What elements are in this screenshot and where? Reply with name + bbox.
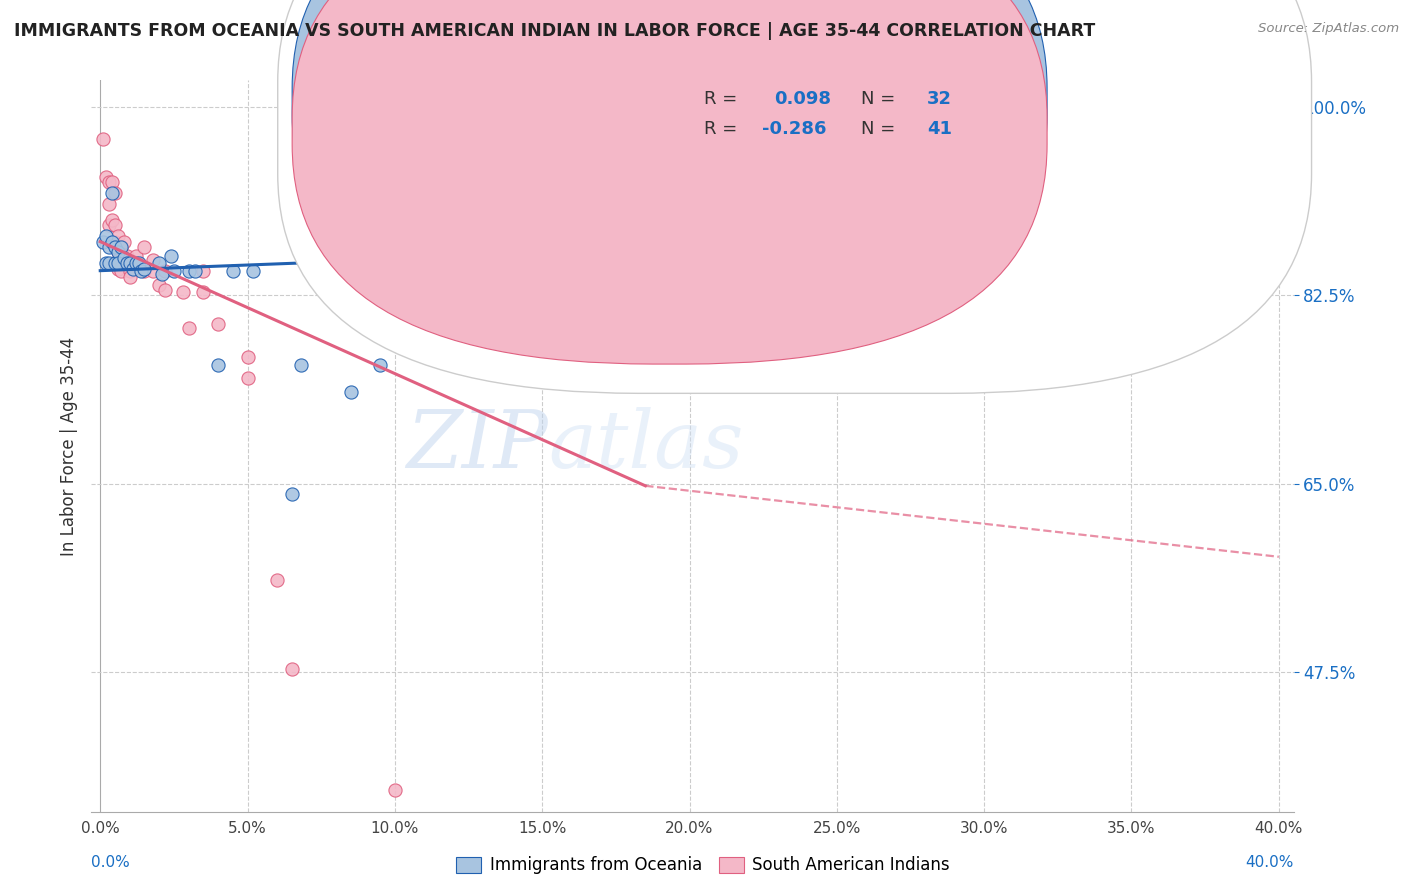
Point (177, 263, 200, 277)
Point (177, 320, 200, 334)
Text: 41: 41 (927, 120, 952, 137)
Point (134, 261, 156, 276)
Point (384, 783, 406, 797)
Point (110, 240, 132, 254)
Point (110, 263, 132, 277)
Point (193, 263, 215, 277)
Point (112, 235, 135, 249)
Point (98, 256, 121, 270)
Text: R =: R = (704, 120, 744, 137)
Point (207, 318, 229, 332)
Point (110, 249, 132, 263)
Point (172, 285, 194, 300)
Point (207, 359, 229, 373)
Text: 0.098: 0.098 (775, 90, 831, 108)
Point (101, 213, 124, 227)
Point (131, 263, 153, 277)
Point (107, 245, 129, 260)
Point (163, 263, 186, 277)
Point (124, 249, 146, 263)
Point (94, 229, 117, 244)
Point (98, 197, 121, 211)
Point (153, 263, 176, 277)
Point (107, 256, 129, 270)
Point (118, 270, 141, 285)
Point (104, 186, 127, 201)
Point (112, 251, 135, 265)
Point (91, 132, 114, 146)
Text: -0.286: -0.286 (762, 120, 827, 137)
Point (368, 359, 391, 373)
Point (242, 263, 264, 277)
Point (128, 256, 150, 270)
Point (107, 245, 129, 260)
Point (142, 252, 165, 267)
Point (153, 283, 176, 297)
Point (160, 249, 183, 263)
Point (280, 487, 302, 501)
Point (148, 277, 170, 292)
Point (134, 263, 156, 277)
Point (104, 256, 127, 270)
Point (142, 263, 165, 277)
Point (118, 256, 141, 270)
Point (101, 235, 124, 249)
Point (98, 219, 121, 233)
Point (134, 240, 156, 254)
Point (110, 240, 132, 254)
Point (124, 256, 146, 270)
Legend: Immigrants from Oceania, South American Indians: Immigrants from Oceania, South American … (451, 851, 955, 880)
Point (280, 662, 302, 676)
Point (236, 350, 259, 364)
Text: 40.0%: 40.0% (1246, 855, 1294, 870)
Point (98, 176, 121, 190)
Point (973, 192, 995, 206)
Point (591, 197, 613, 211)
Point (118, 263, 141, 277)
Point (150, 267, 173, 281)
Point (107, 261, 129, 276)
Point (112, 249, 135, 263)
Point (101, 186, 124, 201)
Point (266, 574, 288, 588)
Point (115, 256, 138, 270)
FancyBboxPatch shape (292, 0, 1047, 334)
Point (107, 229, 129, 244)
Point (222, 263, 245, 277)
Text: 32: 32 (927, 90, 952, 108)
Point (591, 369, 613, 384)
FancyBboxPatch shape (278, 0, 1312, 393)
Point (94, 256, 117, 270)
Point (91, 235, 114, 249)
Text: IMMIGRANTS FROM OCEANIA VS SOUTH AMERICAN INDIAN IN LABOR FORCE | AGE 35-44 CORR: IMMIGRANTS FROM OCEANIA VS SOUTH AMERICA… (14, 22, 1095, 40)
Point (104, 240, 127, 254)
Point (115, 249, 138, 263)
Point (98, 240, 121, 254)
Point (290, 359, 312, 373)
Point (339, 385, 361, 400)
Text: 0.0%: 0.0% (91, 855, 131, 870)
Text: N =: N = (860, 90, 901, 108)
Point (236, 371, 259, 385)
Point (101, 176, 124, 190)
Point (472, 263, 495, 277)
Text: N =: N = (860, 120, 901, 137)
FancyBboxPatch shape (292, 0, 1047, 364)
Text: R =: R = (704, 90, 744, 108)
Point (104, 219, 127, 233)
Point (121, 261, 143, 276)
Point (115, 256, 138, 270)
Y-axis label: In Labor Force | Age 35-44: In Labor Force | Age 35-44 (59, 336, 77, 556)
Text: Source: ZipAtlas.com: Source: ZipAtlas.com (1258, 22, 1399, 36)
Point (183, 263, 205, 277)
Point (94, 170, 117, 185)
Point (101, 235, 124, 249)
Point (193, 285, 215, 300)
Point (148, 256, 170, 270)
Text: atlas: atlas (548, 408, 744, 484)
Text: ZIP: ZIP (406, 408, 548, 484)
Point (104, 235, 127, 249)
